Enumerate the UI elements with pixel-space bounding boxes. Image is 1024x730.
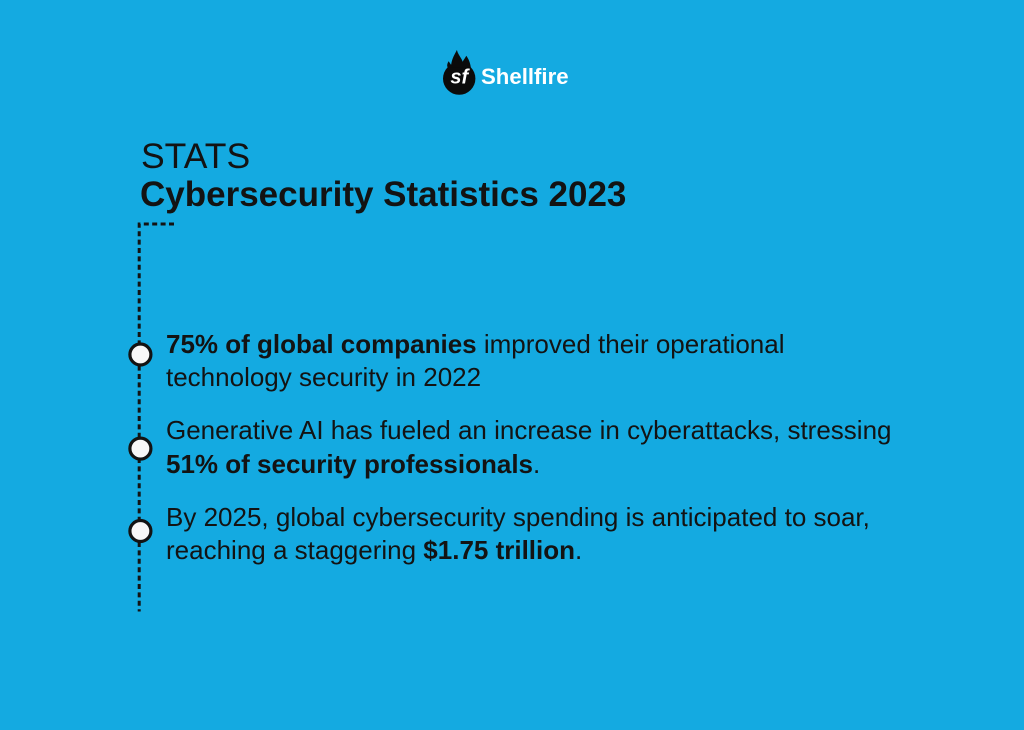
svg-text:sf: sf (450, 67, 470, 89)
